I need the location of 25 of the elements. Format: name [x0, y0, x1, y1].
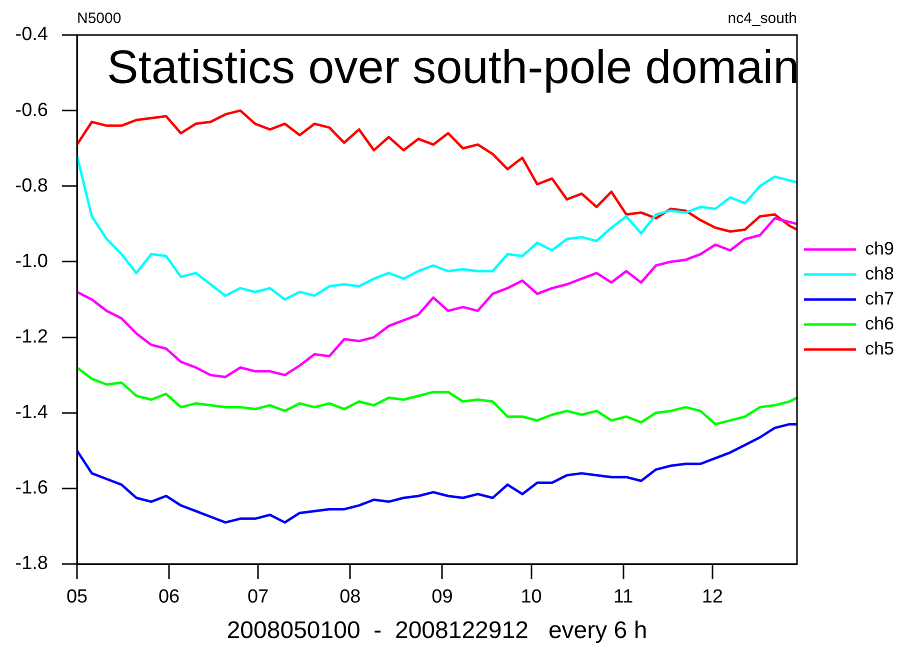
legend-label: ch9: [865, 238, 894, 258]
x-tick-label: 11: [613, 586, 634, 608]
x-tick-label: 09: [432, 586, 453, 608]
y-tick-label: -1.8: [15, 553, 48, 574]
legend-label: ch7: [865, 288, 894, 308]
x-tick-label: 05: [66, 586, 88, 608]
y-tick-label: -0.8: [15, 175, 48, 196]
x-axis-title: 2008050100 - 2008122912 every 6 h: [226, 617, 648, 644]
y-tick-label: -1.6: [15, 478, 48, 499]
x-tick-label: 10: [520, 586, 542, 608]
x-tick-label: 08: [340, 586, 361, 608]
text: N5000: [77, 10, 122, 27]
y-tick-label: -0.6: [15, 100, 48, 121]
legend-label: ch5: [865, 338, 894, 358]
x-tick-label: 12: [702, 586, 723, 608]
x-tick-label: 06: [158, 586, 180, 608]
legend-label: ch8: [865, 263, 894, 284]
y-tick-label: -1.2: [15, 326, 48, 348]
chart-title: Statistics over south-pole domain: [107, 40, 800, 93]
y-tick-label: -0.4: [15, 24, 48, 46]
text: nc4_south: [728, 10, 797, 27]
legend-label: ch6: [865, 313, 894, 334]
x-tick-label: 07: [248, 586, 269, 608]
y-tick-label: -1.4: [15, 402, 48, 424]
y-tick-label: -1.0: [15, 250, 48, 272]
